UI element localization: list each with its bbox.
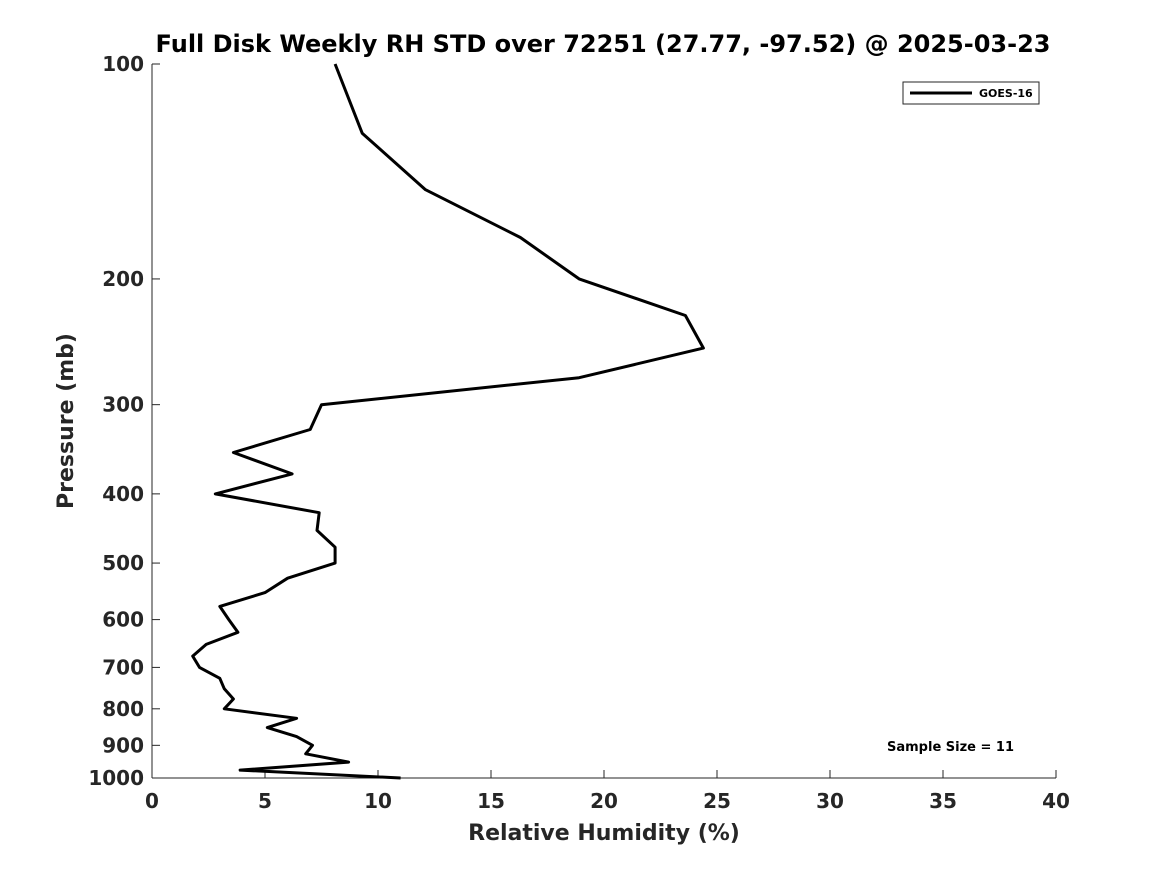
y-tick-label-400: 400 xyxy=(102,482,144,506)
legend: GOES-16 xyxy=(902,81,1040,105)
x-axis-label: Relative Humidity (%) xyxy=(468,821,740,846)
chart-title: Full Disk Weekly RH STD over 72251 (27.7… xyxy=(156,30,1051,58)
plot-area xyxy=(151,64,1056,779)
x-tick-label-15: 15 xyxy=(477,789,505,813)
x-tick-label-10: 10 xyxy=(364,789,392,813)
y-tick-label-700: 700 xyxy=(102,655,144,679)
y-tick-label-800: 800 xyxy=(102,697,144,721)
series-layer xyxy=(191,63,705,780)
y-tick-label-300: 300 xyxy=(102,393,144,417)
x-tick-label-40: 40 xyxy=(1042,789,1070,813)
y-tick-label-900: 900 xyxy=(102,733,144,757)
x-tick-label-35: 35 xyxy=(929,789,957,813)
y-tick-label-100: 100 xyxy=(102,52,144,76)
sample-size-annotation: Sample Size = 11 xyxy=(887,740,1014,755)
x-tick-label-0: 0 xyxy=(145,789,159,813)
y-tick-label-1000: 1000 xyxy=(88,766,144,790)
y-tick-label-500: 500 xyxy=(102,551,144,575)
y-tick-label-200: 200 xyxy=(102,267,144,291)
x-tick-label-30: 30 xyxy=(816,789,844,813)
series-line-0 xyxy=(191,63,705,780)
x-tick-label-20: 20 xyxy=(590,789,618,813)
legend-label-goes-16: GOES-16 xyxy=(979,87,1033,100)
x-tick-label-5: 5 xyxy=(258,789,272,813)
y-tick-label-600: 600 xyxy=(102,608,144,632)
x-ticks: 0 5 10 15 20 25 30 35 40 xyxy=(145,770,1070,813)
y-ticks: 100 200 300 400 500 600 700 800 900 1000 xyxy=(88,52,160,790)
x-tick-label-25: 25 xyxy=(703,789,731,813)
y-axis-label: Pressure (mb) xyxy=(54,333,79,509)
